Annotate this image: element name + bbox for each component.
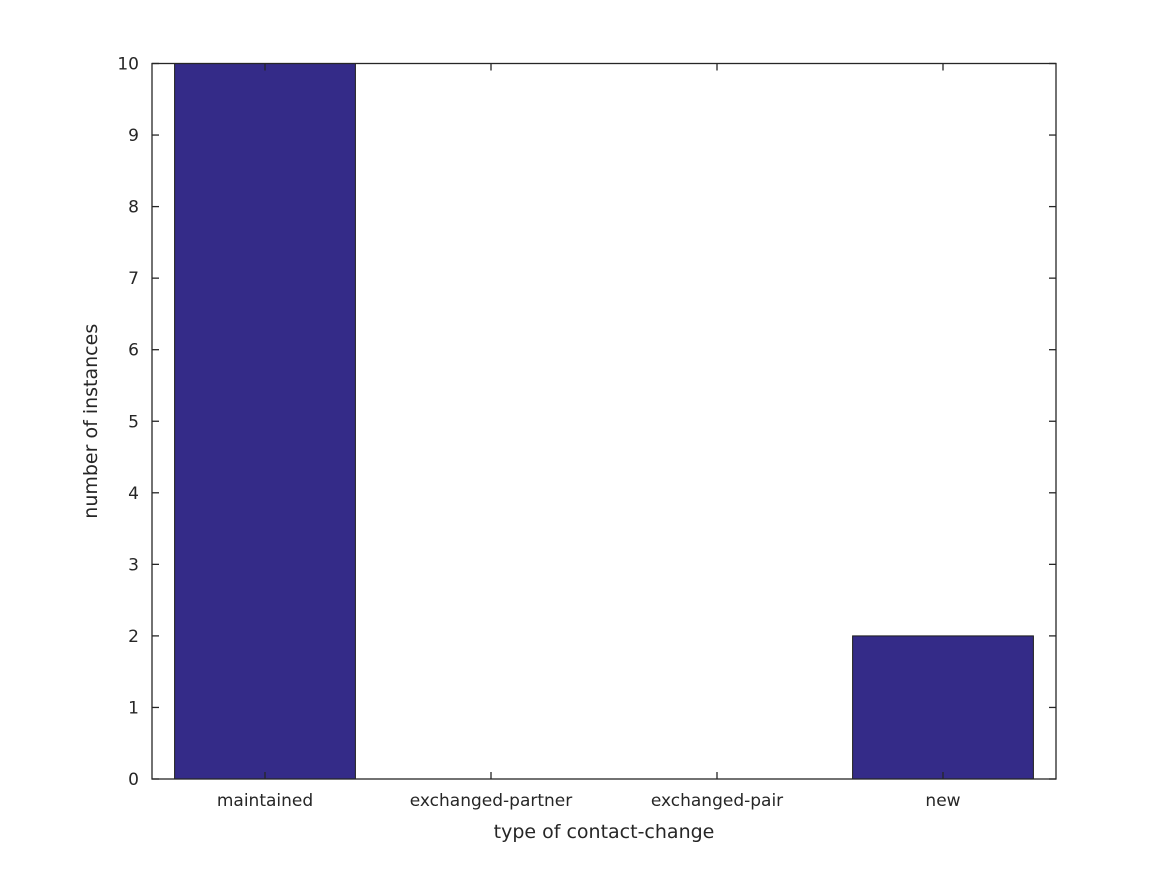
y-tick-label: 3 <box>128 555 139 575</box>
bar-maintained <box>174 63 356 780</box>
y-tick-label: 6 <box>128 341 139 361</box>
x-tick-label: maintained <box>217 791 313 811</box>
x-tick-label: new <box>925 791 960 811</box>
y-tick-label: 5 <box>128 412 139 432</box>
y-tick-label: 4 <box>128 484 139 504</box>
bar-new <box>852 635 1034 780</box>
y-tick-label: 9 <box>128 126 139 146</box>
y-tick-label: 10 <box>117 55 139 75</box>
y-axis-label: number of instances <box>80 324 102 519</box>
y-tick-label: 7 <box>128 269 139 289</box>
y-tick-label: 8 <box>128 198 139 218</box>
y-tick-label: 1 <box>128 698 139 718</box>
x-tick-label: exchanged-partner <box>410 791 573 811</box>
y-tick-label: 0 <box>128 770 139 790</box>
x-axis-label: type of contact-change <box>494 821 715 843</box>
x-tick-label: exchanged-pair <box>651 791 783 811</box>
y-tick-label: 2 <box>128 627 139 647</box>
